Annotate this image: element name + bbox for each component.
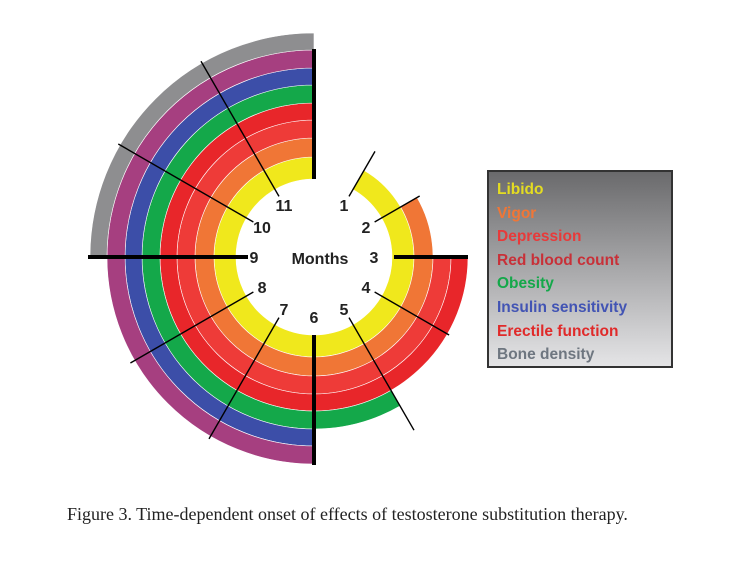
month-tick-4: [374, 291, 450, 336]
month-tick-5: [348, 317, 415, 431]
legend-item: Depression: [497, 228, 582, 246]
month-label: 11: [276, 198, 293, 215]
month-label: 2: [362, 220, 371, 237]
legend-item: Bone density: [497, 346, 595, 364]
month-tick-10: [117, 143, 254, 223]
legend-item: Vigor: [497, 204, 537, 222]
month-label: 10: [253, 220, 271, 237]
month-label: 6: [310, 310, 319, 327]
month-label: 8: [258, 280, 267, 297]
legend-item: Erectile function: [497, 322, 619, 340]
month-label: 4: [362, 280, 371, 297]
month-label: 1: [340, 198, 349, 215]
month-label: 3: [370, 250, 379, 267]
month-label: 5: [340, 302, 349, 319]
legend: Libido Vigor Depression Red blood count …: [487, 170, 673, 368]
month-tick-1: [348, 150, 376, 197]
legend-item: Obesity: [497, 275, 554, 293]
month-label: 7: [280, 302, 289, 319]
month-tick-7: [208, 317, 280, 440]
month-tick-8: [130, 291, 254, 364]
center-label: Months: [292, 251, 349, 268]
month-tick-11: [200, 60, 280, 197]
legend-item: Insulin sensitivity: [497, 298, 628, 316]
ring-bone-density: [89, 32, 315, 258]
legend-item: Red blood count: [497, 251, 620, 269]
month-label: 9: [250, 250, 259, 267]
figure-caption: Figure 3. Time-dependent onset of effect…: [67, 504, 628, 524]
month-tick-2: [374, 195, 421, 223]
legend-item: Libido: [497, 181, 544, 198]
